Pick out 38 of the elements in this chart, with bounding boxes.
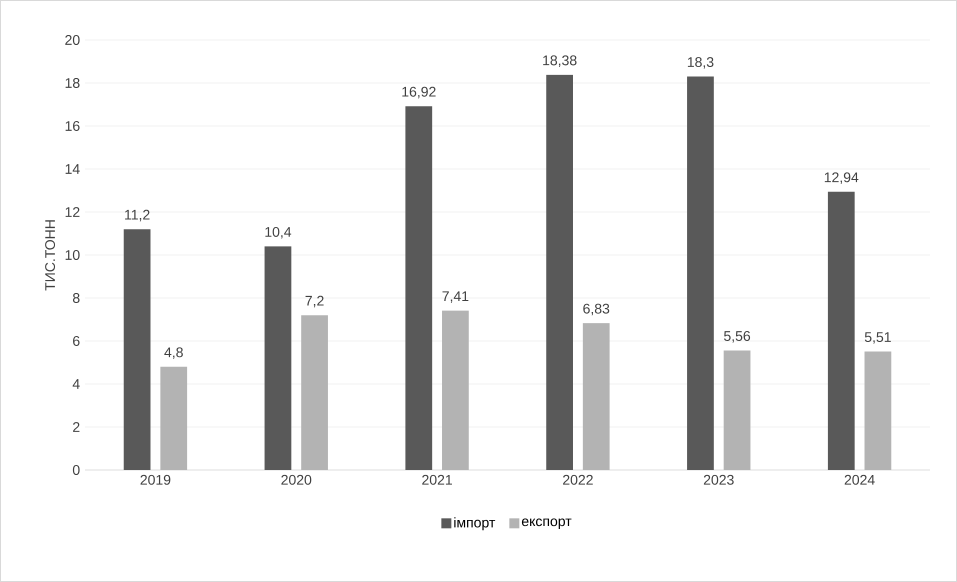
data-label: 4,8 <box>164 347 183 359</box>
bar <box>124 229 150 470</box>
y-tick-label: 8 <box>72 293 80 303</box>
y-tick-label: 0 <box>72 465 80 475</box>
bar <box>405 106 432 470</box>
data-label: 5,51 <box>864 332 891 344</box>
bar <box>264 246 292 470</box>
x-tick-label: 2021 <box>422 474 452 485</box>
x-tick-label: 2023 <box>704 474 734 485</box>
bar <box>828 192 855 470</box>
data-label: 7,41 <box>442 291 468 303</box>
y-tick-label: 12 <box>66 207 80 217</box>
y-tick-label: 4 <box>72 379 80 389</box>
data-label: 5,56 <box>724 331 750 343</box>
data-label: 7,2 <box>306 296 324 308</box>
x-tick-label: 2020 <box>281 474 312 485</box>
y-tick-label: 16 <box>66 121 80 131</box>
data-label: 18,38 <box>543 55 577 67</box>
data-label: 10,4 <box>265 226 292 239</box>
y-tick-label: 20 <box>65 35 80 45</box>
data-label: 16,92 <box>402 86 436 98</box>
y-axis-title: ТИС.ТОНН <box>45 220 56 291</box>
legend-label: імпорт <box>454 517 496 530</box>
data-label: 6,83 <box>583 304 610 316</box>
y-tick-label: 14 <box>66 164 80 174</box>
bar <box>546 74 573 470</box>
data-label: 11,2 <box>125 210 150 222</box>
data-label: 18,3 <box>688 57 714 69</box>
x-tick-label: 2024 <box>844 474 875 485</box>
y-tick-label: 18 <box>66 78 80 88</box>
y-tick-label: 2 <box>73 422 80 432</box>
bar <box>687 76 714 470</box>
y-tick-label: 6 <box>73 336 80 346</box>
legend-label: експорт <box>522 518 572 529</box>
x-tick-label: 2019 <box>140 474 170 485</box>
data-label: 12,94 <box>824 172 858 184</box>
x-tick-label: 2022 <box>563 474 593 485</box>
y-tick-label: 10 <box>66 250 80 260</box>
